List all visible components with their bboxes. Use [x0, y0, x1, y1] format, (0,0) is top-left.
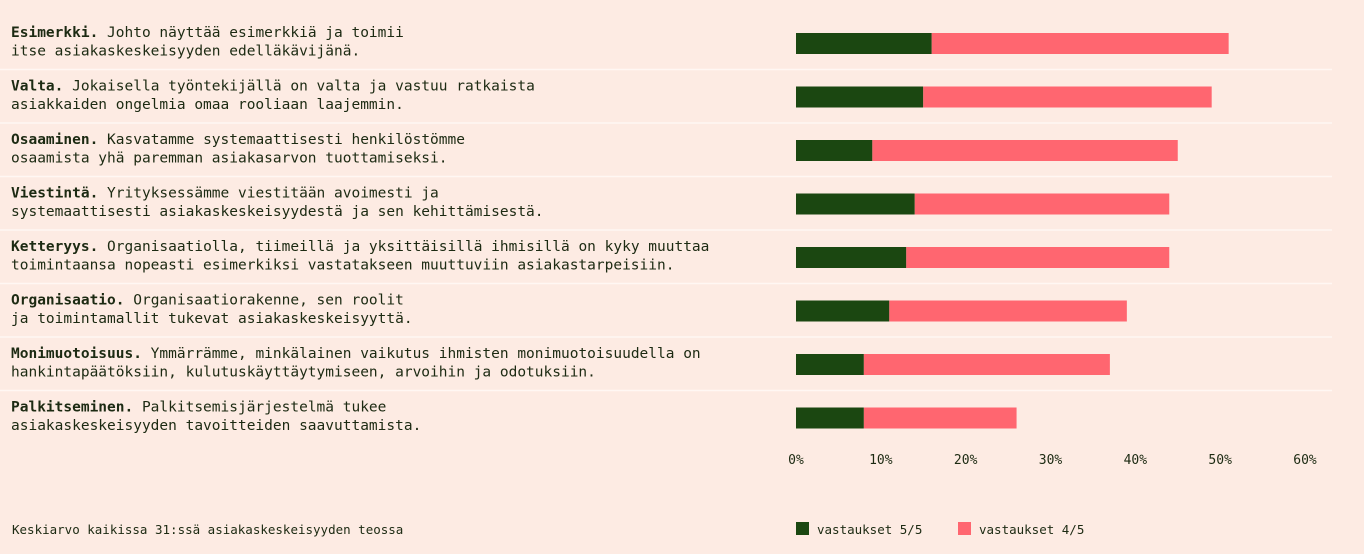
category-label: Osaaminen. Kasvatamme systemaattisesti h… [11, 132, 465, 167]
category-desc-line: osaamista yhä paremman asiakasarvon tuot… [11, 151, 448, 167]
bar-segment-five [796, 300, 890, 322]
category-desc-line: systemaattisesti asiakaskeskeisyydestä j… [11, 204, 544, 220]
bar-segment-five [796, 140, 873, 161]
category-desc-line: asiakaskeskeisyyden tavoitteiden saavutt… [11, 418, 421, 434]
category-title: Monimuotoisuus. [11, 346, 142, 362]
x-tick-label: 0% [788, 453, 804, 468]
category-desc-line: Organisaatiolla, tiimeillä ja yksittäisi… [98, 239, 709, 255]
category-row: Organisaatio. Organisaatiorakenne, sen r… [0, 282, 1332, 328]
category-label: Viestintä. Yrityksessämme viestitään avo… [11, 186, 544, 221]
x-tick-label: 30% [1039, 453, 1063, 468]
category-row: Viestintä. Yrityksessämme viestitään avo… [0, 175, 1332, 221]
category-desc-line: hankintapäätöksiin, kulutuskäyttäytymise… [11, 365, 596, 381]
bar-segment-four [863, 354, 1110, 375]
category-label: Monimuotoisuus. Ymmärrämme, minkälainen … [11, 346, 701, 381]
bar-segment-four [872, 140, 1178, 161]
legend-swatch [796, 522, 809, 535]
category-row: Valta. Jokaisella työntekijällä on valta… [0, 68, 1332, 114]
category-title: Palkitseminen. [11, 400, 133, 416]
category-desc-line: Yrityksessämme viestitään avoimesti ja [98, 186, 438, 202]
bar-segment-five [796, 407, 864, 429]
category-desc-line: Palkitsemisjärjestelmä tukee [133, 400, 386, 416]
category-row: Esimerkki. Johto näyttää esimerkkiä ja t… [11, 25, 1229, 60]
footnote: Keskiarvo kaikissa 31:ssä asiakaskeskeis… [12, 522, 403, 537]
bar-segment-four [863, 407, 1017, 429]
bar-segment-four [914, 193, 1170, 215]
chart-rows: Esimerkki. Johto näyttää esimerkkiä ja t… [0, 25, 1332, 434]
legend-label: vastaukset 4/5 [979, 522, 1084, 537]
category-row: Palkitseminen. Palkitsemisjärjestelmä tu… [0, 389, 1332, 435]
category-title: Valta. [11, 79, 63, 95]
category-title: Esimerkki. [11, 25, 98, 41]
category-desc-line: Kasvatamme systemaattisesti henkilöstömm… [98, 132, 465, 148]
category-label: Valta. Jokaisella työntekijällä on valta… [11, 79, 535, 114]
bar-segment-five [796, 354, 864, 375]
category-desc-line: toimintaansa nopeasti esimerkiksi vastat… [11, 258, 674, 274]
bar-segment-five [796, 193, 915, 215]
category-title: Organisaatio. [11, 293, 125, 309]
bar-segment-five [796, 33, 932, 54]
legend: vastaukset 5/5 vastaukset 4/5 [796, 522, 1084, 537]
bar-segment-five [796, 86, 924, 108]
x-tick-label: 50% [1208, 453, 1232, 468]
legend-swatch [958, 522, 971, 535]
category-desc-line: Johto näyttää esimerkkiä ja toimii [98, 25, 404, 41]
category-title: Osaaminen. [11, 132, 98, 148]
category-desc-line: Organisaatiorakenne, sen roolit [125, 293, 404, 309]
category-label: Ketteryys. Organisaatiolla, tiimeillä ja… [11, 239, 709, 274]
category-desc-line: Ymmärrämme, minkälainen vaikutus ihmiste… [142, 346, 701, 362]
bar-segment-four [889, 300, 1127, 322]
category-row: Ketteryys. Organisaatiolla, tiimeillä ja… [0, 229, 1332, 274]
bar-segment-four [931, 33, 1229, 54]
category-desc-line: Jokaisella työntekijällä on valta ja vas… [63, 79, 534, 95]
x-tick-label: 40% [1124, 453, 1148, 468]
category-row: Osaaminen. Kasvatamme systemaattisesti h… [0, 122, 1332, 167]
bar-segment-five [796, 247, 907, 268]
category-title: Ketteryys. [11, 239, 98, 255]
category-row: Monimuotoisuus. Ymmärrämme, minkälainen … [0, 336, 1332, 381]
x-tick-label: 60% [1293, 453, 1317, 468]
x-tick-label: 20% [954, 453, 978, 468]
x-tick-label: 10% [869, 453, 893, 468]
category-label: Organisaatio. Organisaatiorakenne, sen r… [11, 293, 413, 328]
category-label: Palkitseminen. Palkitsemisjärjestelmä tu… [11, 400, 421, 435]
category-desc-line: asiakkaiden ongelmia omaa rooliaan laaje… [11, 97, 404, 113]
category-desc-line: itse asiakaskeskeisyyden edelläkävijänä. [11, 44, 360, 60]
category-label: Esimerkki. Johto näyttää esimerkkiä ja t… [11, 25, 404, 60]
bar-segment-four [906, 247, 1170, 268]
category-title: Viestintä. [11, 186, 98, 202]
category-desc-line: ja toimintamallit tukevat asiakaskeskeis… [11, 311, 413, 327]
x-axis-ticks: 0% 10% 20% 30% 40% 50% 60% [788, 453, 1317, 468]
bar-segment-four [923, 86, 1212, 108]
legend-label: vastaukset 5/5 [817, 522, 922, 537]
